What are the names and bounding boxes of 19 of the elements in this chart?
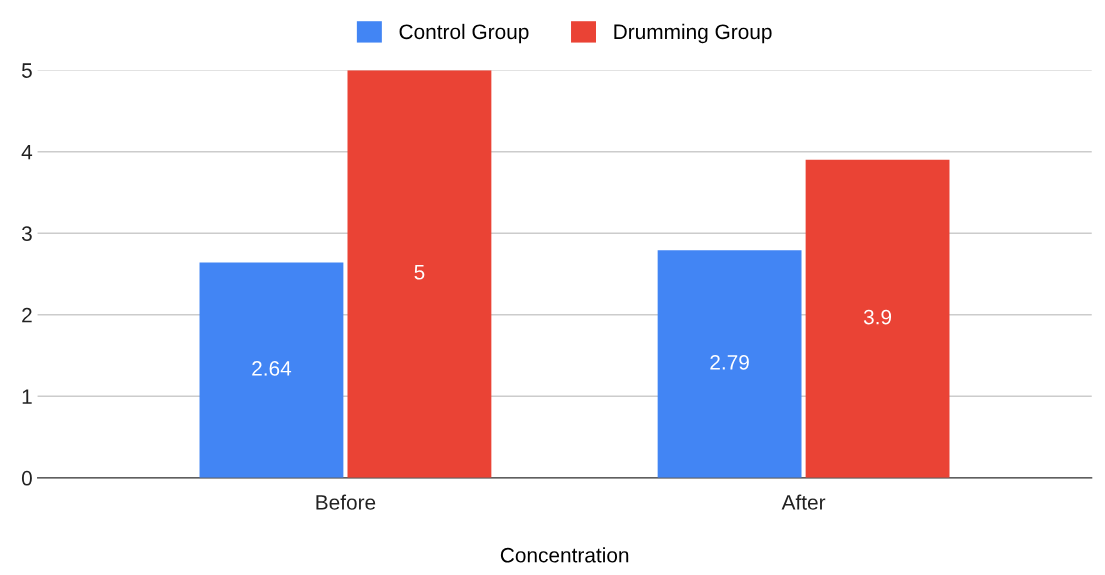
y-tick-label: 1	[22, 389, 32, 404]
bar	[347, 70, 492, 478]
y-tick-label: 0	[21, 470, 32, 486]
bar	[199, 262, 344, 478]
x-tick-label: Before	[316, 494, 376, 510]
x-axis-title: Concentration	[500, 547, 629, 563]
bar	[657, 250, 802, 478]
y-tick-label: 5	[21, 63, 32, 78]
data-label: 3.9	[863, 309, 892, 325]
legend-label: Control Group	[399, 23, 529, 44]
bar	[805, 159, 950, 478]
y-tick-label: 2	[22, 307, 32, 323]
data-label: 2.64	[252, 361, 292, 376]
legend-label: Drumming Group	[614, 23, 772, 44]
data-label: 5	[414, 265, 425, 280]
x-tick-label: After	[781, 494, 826, 510]
y-tick-label: 3	[21, 226, 32, 241]
data-label: 2.79	[710, 354, 749, 370]
y-tick-label: 4	[21, 144, 33, 160]
